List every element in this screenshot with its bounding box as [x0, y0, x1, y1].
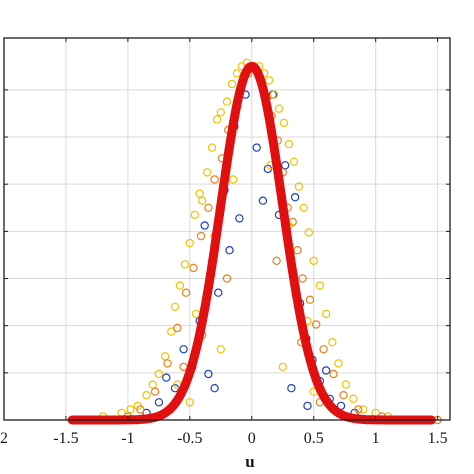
x-tick-label: 1: [372, 430, 380, 447]
data-point-gold: [207, 143, 217, 152]
data-point-gold: [185, 398, 194, 407]
data-point-gold: [299, 203, 308, 212]
data-point-gold: [334, 359, 343, 368]
data-point-gold: [190, 210, 199, 220]
x-axis-label: u: [245, 452, 254, 471]
x-tick-label: 1.5: [428, 430, 448, 447]
data-point-gold: [289, 157, 299, 166]
data-point-orange: [210, 175, 219, 184]
data-point-gold: [228, 175, 238, 184]
data-point-orange: [293, 245, 302, 255]
plot-frame: [3, 37, 451, 421]
data-point-orange: [150, 387, 160, 396]
data-point-gold: [185, 238, 194, 248]
x-tick-label: -1: [121, 430, 134, 447]
data-point-gold: [160, 352, 170, 361]
data-point-blue: [154, 398, 164, 407]
data-point-gold: [232, 69, 242, 78]
data-point-orange: [204, 203, 213, 212]
data-point-orange: [272, 256, 281, 265]
data-point-blue: [162, 373, 171, 382]
data-point-orange: [319, 345, 328, 354]
data-point-gold: [274, 104, 284, 113]
data-point-blue: [204, 369, 213, 379]
data-point-gold: [175, 281, 185, 290]
data-point-gold: [294, 182, 304, 191]
x-tick-label-edge: 2: [0, 430, 8, 447]
data-point-blue: [210, 384, 219, 393]
data-point-gold: [154, 369, 164, 379]
data-point-blue: [303, 401, 312, 411]
data-point-orange: [196, 231, 206, 241]
data-point-gold: [167, 327, 176, 336]
data-point-gold: [170, 302, 180, 311]
data-point-gold: [328, 338, 337, 347]
data-point-gold: [341, 380, 351, 389]
data-point-orange: [222, 274, 232, 283]
data-point-orange: [312, 320, 321, 329]
data-point-orange: [354, 405, 363, 414]
data-point-gold: [126, 405, 135, 414]
data-point-gold: [142, 391, 151, 400]
data-point-orange: [329, 369, 338, 379]
data-point-gold: [304, 228, 313, 237]
data-point-gold: [349, 394, 358, 403]
x-tick-label: 0.5: [304, 430, 324, 447]
axis-ticks: [4, 38, 450, 420]
data-point-gold: [195, 189, 204, 198]
data-point-gold: [227, 79, 237, 89]
data-point-gold: [359, 405, 368, 414]
data-point-gold: [212, 115, 222, 124]
data-point-orange: [298, 274, 307, 283]
data-point-gold: [309, 256, 318, 265]
data-point-orange: [305, 295, 315, 304]
data-point-orange: [136, 405, 145, 414]
data-point-gold: [278, 362, 287, 372]
data-point-gold: [216, 345, 225, 354]
data-point-gold: [216, 108, 225, 117]
x-tick-label: -0.5: [177, 430, 202, 447]
data-point-blue: [258, 196, 268, 205]
data-point-orange: [173, 323, 182, 333]
data-point-blue: [252, 143, 261, 152]
data-point-blue: [321, 366, 331, 375]
x-tick-label: -1.5: [53, 430, 78, 447]
data-point-orange: [181, 288, 191, 297]
data-point-gold: [269, 90, 279, 99]
data-point-orange: [189, 263, 198, 273]
data-point-blue: [287, 384, 296, 393]
data-point-gold: [180, 260, 190, 269]
data-point-gold: [284, 139, 294, 149]
data-point-blue: [290, 192, 300, 202]
data-point-blue: [225, 245, 234, 255]
data-point-blue: [235, 214, 244, 223]
data-point-blue: [281, 161, 290, 170]
data-point-blue: [214, 288, 223, 297]
data-point-gold: [202, 168, 212, 177]
data-point-gold: [315, 281, 325, 290]
data-point-gold: [197, 196, 207, 205]
data-point-gold: [222, 97, 232, 106]
x-tick-label: 0: [248, 430, 256, 447]
x-tick-labels: -1.5 -1 -0.5 0 0.5 1 1.5: [53, 430, 447, 447]
data-point-gold: [321, 309, 331, 319]
data-point-orange: [163, 359, 172, 368]
data-point-gold: [264, 76, 274, 85]
data-point-gold: [148, 380, 157, 389]
data-point-gold: [279, 118, 289, 128]
data-point-blue: [179, 345, 188, 354]
data-point-blue: [200, 221, 209, 230]
data-point-orange: [339, 391, 348, 400]
plot-background: [4, 38, 450, 420]
